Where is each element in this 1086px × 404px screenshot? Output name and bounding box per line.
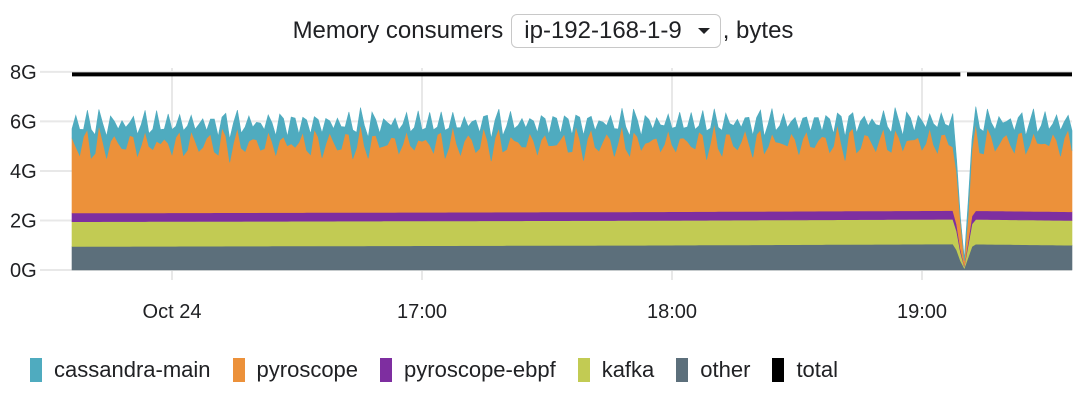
chart-title-unit: , bytes [722,17,794,44]
x-tick-label-0: Oct 24 [143,301,202,323]
legend-label: total [796,357,839,382]
chart-title-row: Memory consumers ip-192-168-1-9 , bytes [0,0,1086,62]
legend-swatch [676,358,689,382]
chevron-down-icon [697,28,710,34]
legend-swatch [232,358,245,382]
legend-item-kafka[interactable]: kafka [577,357,655,383]
y-tick-label-0: 0G [10,260,37,282]
chart-legend: cassandra-main pyroscope pyroscope-ebpf kaf… [30,354,860,386]
legend-label: other [700,357,751,382]
x-tick-label-3: 19:00 [897,301,947,323]
x-tick-label-2: 18:00 [647,301,697,323]
series-area-cassandra-main [71,106,1073,261]
memory-chart: 0G 2G 4G 6G 8G Oct 24 17:00 18:00 19:00 [10,62,1073,323]
legend-swatch [772,358,785,382]
x-tick-label-1: 17:00 [397,301,447,323]
legend-item-pyroscope-ebpf[interactable]: pyroscope-ebpf [380,357,556,383]
y-tick-label-3: 6G [10,111,37,133]
legend-label: kafka [601,357,655,382]
y-tick-label-4: 8G [10,62,37,84]
host-selector[interactable]: ip-192-168-1-9 [511,14,721,48]
legend-item-cassandra-main[interactable]: cassandra-main [30,357,211,383]
y-tick-label-1: 2G [10,210,37,232]
legend-item-other[interactable]: other [676,357,750,383]
legend-item-pyroscope[interactable]: pyroscope [232,357,359,383]
y-tick-label-2: 4G [10,161,37,183]
series-area-other [71,243,1073,271]
legend-label: pyroscope-ebpf [404,357,556,382]
legend-swatch [380,358,393,382]
legend-label: cassandra-main [54,357,211,382]
chart-title: Memory consumers [292,17,504,44]
host-selector-value: ip-192-168-1-9 [524,17,682,44]
legend-swatch [577,358,590,382]
legend-item-total[interactable]: total [772,357,838,383]
legend-label: pyroscope [256,357,359,382]
legend-swatch [30,358,42,382]
